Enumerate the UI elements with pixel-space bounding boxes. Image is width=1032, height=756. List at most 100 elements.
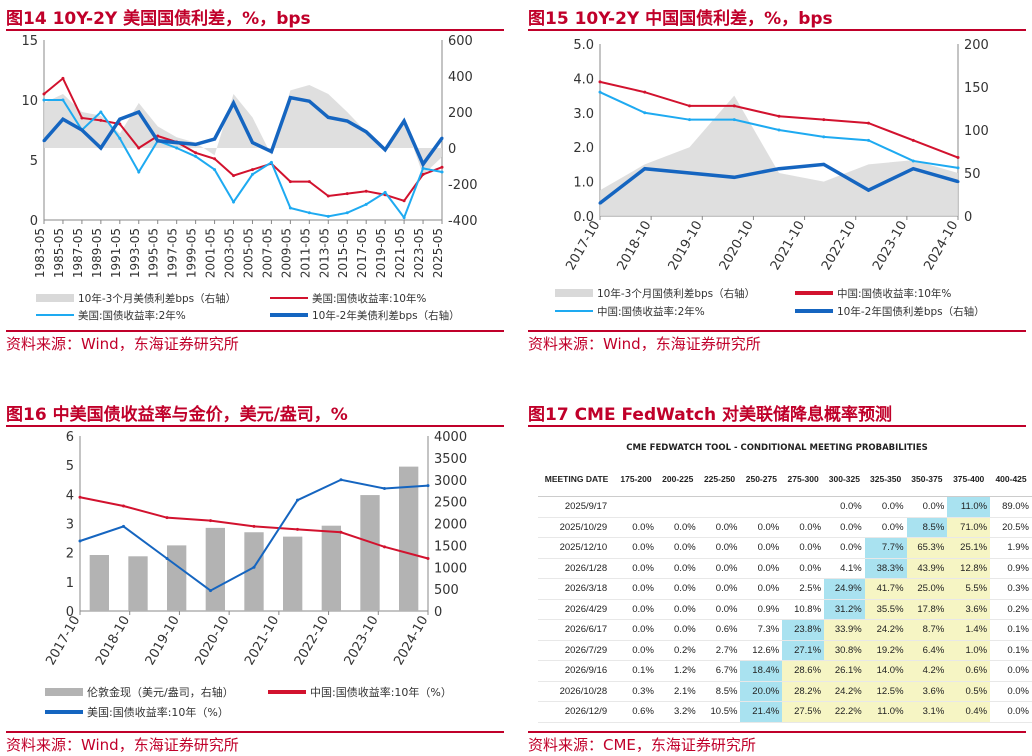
fig15-source-rule [528,330,1026,332]
fig16-bar [89,555,109,611]
fig16-y2tick: 500 [434,583,459,598]
fig16-point [165,557,169,560]
fig15-title-rule [528,29,1026,31]
table-row: 2026/3/18 0.0% 0.0% 0.0% 0.0% 2.5% 24.9% 41.7% 2… [538,578,1032,600]
probability-cell: 0.2% [656,640,699,661]
fig14-ytick: 15 [21,34,38,49]
fig15-ytick: 2.0 [573,141,594,156]
probability-cell: 0.0% [656,537,699,559]
probability-cell: 6.4% [906,640,948,661]
fig15-source: 资料来源：Wind，东海证券研究所 [528,335,761,353]
fig14-point [250,168,254,172]
fig15-point [867,188,870,192]
fig14-point [288,206,292,210]
fig17-source: 资料来源：CME，东海证券研究所 [528,736,756,754]
fig14-point [99,118,103,122]
table-row: 2025/9/17 0.0% 0.0% 0.0% 11.0% 89.0% [538,496,1032,518]
probability-cell: 33.9% [824,619,865,641]
table-column-header: 175-200 [615,462,657,497]
probability-cell: 30.8% [824,640,865,661]
table-row: 2026/6/17 0.0% 0.0% 0.6% 7.3% 23.8% 33.9% 24.2%… [538,619,1032,641]
fig14-point [383,148,387,152]
table-header-row: MEETING DATE 175-200 200-225 225-250 250-275… [538,462,1032,497]
probability-cell [782,496,825,518]
fig15-point [732,175,736,179]
probability-cell: 8.7% [906,619,948,641]
fig16-ytick: 0 [66,605,74,620]
fig14-point [80,116,84,120]
fig16-ytick: 5 [66,459,74,474]
fig14-y2tick: 0 [448,142,456,157]
meeting-date-cell: 2025/9/17 [538,496,616,518]
probability-cell: 0.0% [864,517,907,538]
fig16-y2tick: 2000 [434,518,467,533]
meeting-date-cell: 2026/1/28 [538,558,616,579]
probability-cell: 0.9% [990,558,1032,579]
probability-cell: 19.2% [864,640,907,661]
fig14-point [250,141,254,145]
probability-cell: 17.8% [906,599,948,620]
fig14-point [61,76,65,80]
fig14-point [42,92,46,96]
probability-cell: 0.0% [698,599,741,620]
fig14-xtick: 2023-05 [412,228,426,278]
probability-cell: 0.0% [698,578,741,600]
fig14-point [156,139,160,143]
fig16-y2tick: 3500 [434,452,467,467]
table-row: 2026/10/28 0.3% 2.1% 8.5% 20.0% 28.2% 24.2% 12.… [538,681,1032,702]
fig14-point [326,115,330,119]
fig15-point [822,162,826,166]
probability-cell [740,496,783,518]
fig15-point [911,159,915,163]
probability-cell: 22.2% [824,701,865,723]
probability-cell: 6.7% [698,660,741,682]
fig14-legend-spread3m: 10年-3个月美债利差bps（右轴） [78,292,236,305]
fig14-y2tick: -200 [448,178,478,193]
probability-cell: 23.8% [782,619,825,641]
probability-cell: 38.3% [864,558,907,579]
probability-cell: 2.1% [656,681,699,702]
fig14-line-2 [44,99,443,220]
probability-cell: 89.0% [990,496,1032,518]
fig14-xtick: 1991-05 [109,228,123,278]
probability-cell: 0.0% [782,558,825,579]
fig14-xtick: 1989-05 [90,228,104,278]
probability-cell: 26.1% [824,660,865,682]
fig15-xtick: 2024-10 [921,219,961,274]
fig14-ytick: 10 [21,94,38,109]
fig16-bar [167,545,187,611]
probability-cell: 35.5% [864,599,907,620]
fig14-point [440,170,444,174]
probability-cell: 24.2% [824,681,865,702]
fig14-xtick: 2017-05 [355,228,369,278]
fig14-point [232,174,236,178]
fig14-title: 图14 10Y-2Y 美国国债利差，%，bps [6,9,311,29]
probability-cell: 0.0% [615,578,657,600]
meeting-date-cell: 2026/9/16 [538,660,616,682]
probability-cell: 0.0% [656,619,699,641]
probability-cell: 27.1% [782,640,825,661]
fig14-point [80,128,84,132]
probability-cell: 7.7% [864,537,907,559]
probability-cell: 20.0% [740,681,783,702]
probability-cell: 65.3% [906,537,948,559]
probability-cell: 0.1% [990,640,1032,661]
fig16-xtick: 2018-10 [93,614,133,669]
fig14-title-rule [6,29,504,31]
fig15-y2tick: 50 [964,167,981,182]
probability-cell: 0.0% [740,517,783,538]
fig15-point [777,128,781,132]
fig14-point [307,180,311,184]
fig14-point [175,141,179,145]
fig16-source: 资料来源：Wind，东海证券研究所 [6,736,239,754]
fig14-xtick: 1995-05 [147,228,161,278]
probability-cell: 12.6% [740,640,783,661]
fig15-point [867,138,870,142]
fig16-point [339,478,343,482]
fedwatch-table: MEETING DATE 175-200 200-225 225-250 250-275… [538,462,1032,723]
fig16-point [209,519,212,523]
fig14-xtick: 1983-05 [33,228,47,278]
table-row: 2026/4/29 0.0% 0.0% 0.0% 0.9% 10.8% 31.2% 35.5%… [538,599,1032,620]
probability-cell: 31.2% [824,599,865,620]
